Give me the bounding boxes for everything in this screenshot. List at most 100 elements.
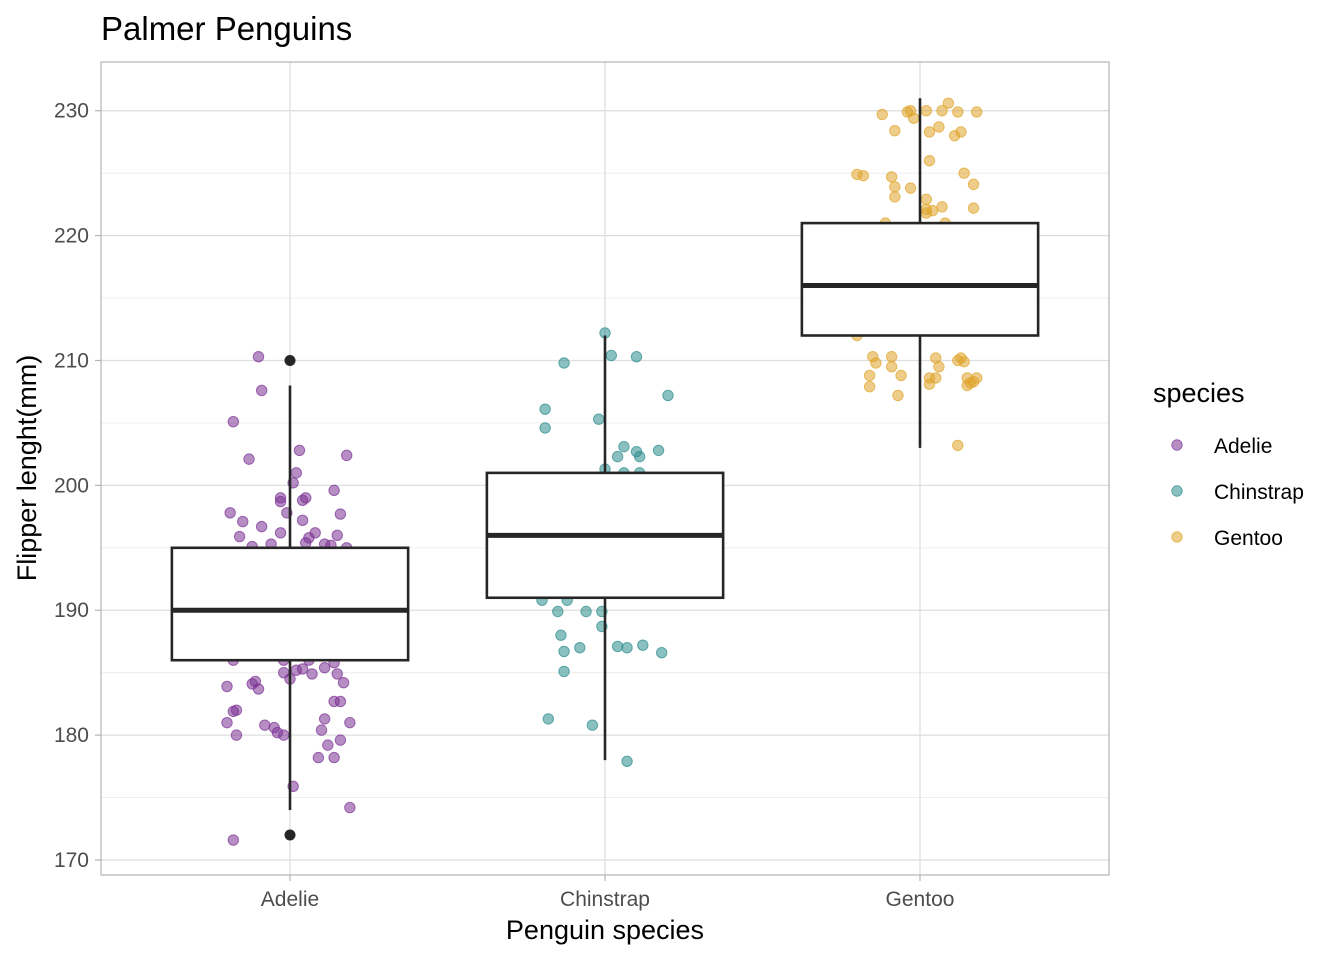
data-point-adelie — [233, 530, 246, 543]
data-point-adelie — [224, 507, 236, 519]
data-point-adelie — [344, 801, 356, 814]
data-point-gentoo — [889, 181, 901, 193]
data-point-adelie — [290, 664, 302, 676]
y-tick-label: 210 — [54, 349, 89, 372]
legend-key-adelie — [1171, 439, 1183, 451]
data-point-gentoo — [961, 379, 973, 392]
data-point-adelie — [315, 724, 328, 736]
data-point-gentoo — [936, 201, 948, 213]
data-point-gentoo — [952, 439, 964, 452]
data-point-adelie — [318, 661, 331, 674]
data-point-chinstrap — [558, 357, 570, 369]
data-point-gentoo — [895, 369, 907, 382]
data-point-adelie — [274, 527, 287, 539]
data-point-gentoo — [942, 97, 955, 109]
data-point-chinstrap — [586, 719, 599, 731]
data-point-gentoo — [857, 169, 869, 182]
data-point-chinstrap — [611, 640, 624, 653]
data-point-chinstrap — [558, 645, 570, 658]
data-point-gentoo — [863, 381, 876, 393]
data-point-adelie — [341, 449, 353, 462]
data-point-adelie — [328, 484, 340, 497]
box-adelie — [170, 546, 410, 662]
data-point-chinstrap — [662, 389, 674, 402]
x-tick-label: Chinstrap — [560, 888, 650, 911]
data-point-gentoo — [876, 108, 888, 121]
outlier-point-adelie — [284, 354, 296, 366]
data-point-gentoo — [863, 369, 876, 382]
data-point-adelie — [274, 495, 287, 508]
data-point-chinstrap — [637, 639, 649, 651]
data-point-adelie — [221, 716, 233, 729]
data-point-adelie — [306, 668, 318, 680]
data-point-chinstrap — [621, 642, 633, 654]
data-point-adelie — [255, 384, 268, 397]
data-point-gentoo — [923, 378, 936, 390]
legend-label-chinstrap: Chinstrap — [1214, 481, 1304, 504]
data-point-gentoo — [958, 356, 970, 368]
y-tick-label: 170 — [54, 849, 89, 872]
data-point-gentoo — [885, 361, 898, 373]
data-point-adelie — [227, 705, 240, 718]
data-point-adelie — [331, 668, 343, 680]
data-point-adelie — [331, 529, 343, 542]
data-point-adelie — [322, 739, 334, 751]
legend-key-gentoo — [1171, 531, 1183, 543]
legend-label-adelie: Adelie — [1214, 435, 1272, 458]
data-point-adelie — [318, 713, 331, 725]
data-point-gentoo — [952, 106, 964, 118]
data-point-adelie — [230, 729, 243, 741]
box-layer — [170, 98, 1040, 841]
data-point-gentoo — [920, 193, 932, 206]
data-point-adelie — [328, 751, 340, 764]
data-point-adelie — [334, 734, 347, 746]
data-point-adelie — [312, 751, 325, 764]
data-point-adelie — [334, 508, 347, 520]
data-point-chinstrap — [605, 349, 617, 362]
data-point-gentoo — [892, 389, 904, 402]
y-tick-label: 200 — [54, 474, 89, 497]
y-axis-title: Flipper lenght(mm) — [12, 355, 42, 582]
box-gentoo — [800, 221, 1040, 337]
data-point-chinstrap — [611, 450, 624, 463]
data-point-gentoo — [889, 124, 901, 137]
data-point-adelie — [296, 494, 309, 507]
y-tick-label: 220 — [54, 225, 89, 248]
data-point-gentoo — [908, 112, 920, 124]
data-point-gentoo — [967, 178, 980, 191]
x-tick-label: Gentoo — [886, 888, 955, 911]
data-point-chinstrap — [580, 605, 592, 618]
data-point-adelie — [252, 351, 265, 363]
data-point-adelie — [252, 683, 265, 695]
data-point-chinstrap — [574, 642, 586, 654]
legend-label-gentoo: Gentoo — [1214, 527, 1283, 550]
data-point-adelie — [290, 467, 302, 479]
y-axis-ticks: 170 180 190 200 210 220 230 — [54, 100, 101, 872]
data-point-adelie — [296, 514, 309, 527]
data-point-adelie — [227, 415, 240, 428]
y-tick-label: 190 — [54, 599, 89, 622]
data-point-gentoo — [885, 351, 898, 363]
data-point-chinstrap — [656, 647, 668, 659]
data-point-adelie — [293, 444, 306, 457]
x-tick-label: Adelie — [261, 888, 319, 911]
data-point-gentoo — [958, 167, 970, 179]
data-point-gentoo — [904, 182, 917, 194]
data-point-chinstrap — [542, 713, 554, 725]
legend-key-chinstrap — [1171, 485, 1183, 497]
data-point-adelie — [255, 520, 268, 533]
data-point-adelie — [259, 719, 271, 731]
data-point-gentoo — [933, 361, 945, 373]
legend: Adelie Chinstrap Gentoo — [1171, 435, 1304, 550]
data-point-adelie — [328, 695, 340, 708]
x-axis-ticks: Adelie Chinstrap Gentoo — [261, 875, 955, 911]
data-point-gentoo — [967, 202, 980, 214]
x-axis-title: Penguin species — [506, 915, 704, 945]
data-point-adelie — [237, 515, 249, 528]
data-point-chinstrap — [539, 422, 551, 434]
chart-title: Palmer Penguins — [101, 10, 352, 47]
legend-title: species — [1153, 378, 1245, 408]
data-point-chinstrap — [618, 440, 630, 453]
data-point-chinstrap — [555, 629, 567, 641]
